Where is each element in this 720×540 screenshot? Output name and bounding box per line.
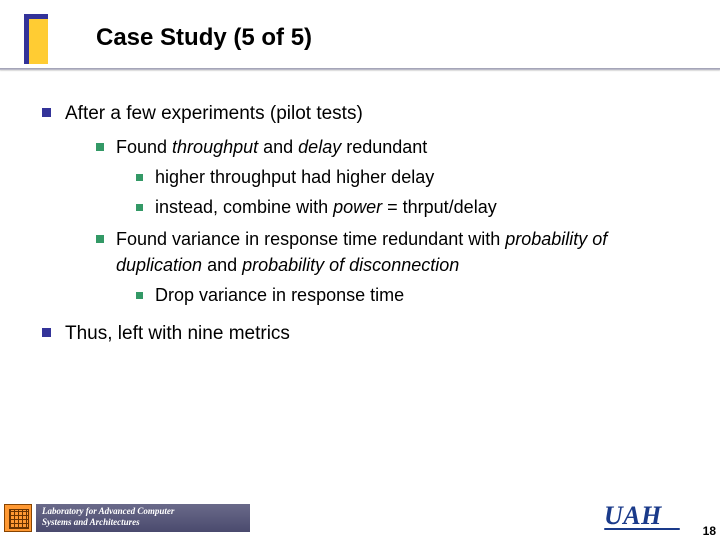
footer: Laboratory for Advanced Computer Systems… [0,494,720,540]
square-bullet-icon [136,292,143,299]
bullet-text: Drop variance in response time [155,285,404,305]
uah-logo: UAH [604,501,680,530]
square-bullet-icon [42,108,51,117]
header: Case Study (5 of 5) [0,0,720,90]
bullet-l2: Found variance in response time redundan… [96,226,682,308]
bullet-text: instead, combine with power = thrput/del… [155,197,497,217]
bullet-l1: After a few experiments (pilot tests) [42,100,682,128]
title-underline [0,68,720,70]
bullet-l1: Thus, left with nine metrics [42,320,682,348]
square-bullet-icon [96,235,104,243]
square-bullet-icon [42,328,51,337]
square-bullet-icon [136,204,143,211]
bullet-l2: Found throughput and delay redundant hig… [96,134,682,220]
square-bullet-icon [136,174,143,181]
bullet-text: Found throughput and delay redundant [116,134,427,160]
slide-body: After a few experiments (pilot tests) Fo… [42,100,682,354]
lab-name: Laboratory for Advanced Computer Systems… [36,504,250,532]
page-number: 18 [703,524,716,538]
slide-title: Case Study (5 of 5) [96,24,312,52]
bullet-l3: Drop variance in response time [136,282,682,308]
bullet-text: higher throughput had higher delay [155,167,434,187]
accent-corner [24,14,48,64]
bullet-text: After a few experiments (pilot tests) [65,103,363,124]
bullet-text: Thus, left with nine metrics [65,323,290,344]
square-bullet-icon [96,143,104,151]
bullet-l3: instead, combine with power = thrput/del… [136,194,682,220]
lab-logo-icon [4,504,32,532]
bullet-text: Found variance in response time redundan… [116,226,682,278]
bullet-l3: higher throughput had higher delay [136,164,682,190]
